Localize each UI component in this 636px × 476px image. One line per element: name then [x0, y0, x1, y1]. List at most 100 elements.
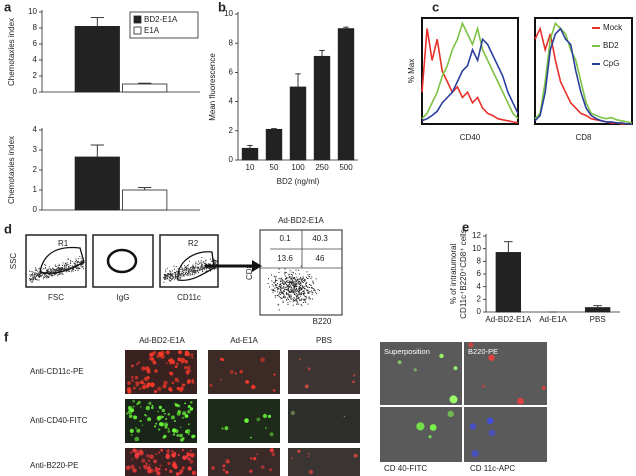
event-dot: [82, 265, 84, 267]
event-dot: [291, 273, 293, 275]
event-dot: [43, 278, 45, 280]
event-dot: [170, 272, 172, 274]
error-bar: [295, 73, 301, 87]
micrograph: [380, 407, 462, 462]
event-dot: [296, 300, 298, 302]
event-dot: [38, 279, 40, 281]
cell-spot: [290, 457, 294, 460]
event-dot: [286, 289, 288, 291]
event-dot: [289, 286, 291, 287]
event-dot: [289, 280, 291, 282]
quadrant-value: 46: [316, 254, 325, 263]
axis-label: IgG: [117, 293, 130, 302]
event-dot: [214, 262, 216, 264]
event-dot: [298, 297, 300, 299]
event-dot: [305, 283, 307, 284]
event-dot: [283, 290, 285, 292]
event-dot: [307, 289, 309, 291]
event-dot: [66, 262, 68, 264]
event-dot: [283, 295, 284, 297]
event-dot: [177, 268, 179, 270]
event-dot: [289, 281, 290, 283]
event-dot: [287, 289, 289, 291]
event-dot: [272, 290, 274, 291]
event-dot: [274, 280, 276, 282]
cell-spot: [131, 458, 134, 461]
event-dot: [59, 270, 61, 272]
cell-spot: [149, 454, 154, 460]
event-dot: [72, 268, 74, 270]
event-dot: [38, 273, 40, 275]
event-dot: [35, 272, 37, 274]
event-dot: [195, 266, 197, 268]
y-tick-label: 10: [28, 7, 37, 16]
event-dot: [294, 291, 296, 293]
event-dot: [290, 282, 292, 284]
event-dot: [279, 297, 281, 299]
event-dot: [308, 297, 310, 299]
event-dot: [299, 299, 301, 301]
event-dot: [271, 274, 272, 276]
cell-spot: [220, 378, 222, 381]
event-dot: [215, 263, 217, 265]
cell-spot: [352, 380, 355, 384]
event-dot: [36, 269, 37, 271]
cell-spot: [174, 451, 177, 455]
event-dot: [52, 270, 54, 272]
event-dot: [294, 293, 295, 295]
cell-spot: [486, 417, 494, 425]
event-dot: [301, 280, 303, 282]
event-dot: [302, 290, 304, 292]
event-dot: [300, 299, 302, 301]
cell-spot: [157, 410, 160, 413]
event-dot: [177, 271, 178, 273]
event-dot: [163, 277, 165, 278]
event-dot: [295, 284, 297, 286]
event-dot: [291, 279, 293, 281]
event-dot: [30, 275, 32, 277]
event-dot: [298, 292, 300, 294]
event-dot: [285, 286, 287, 288]
event-dot: [195, 261, 197, 263]
event-dot: [192, 265, 194, 267]
bar: [289, 86, 307, 161]
event-dot: [296, 289, 298, 290]
event-dot: [166, 278, 168, 280]
cell-spot: [428, 435, 432, 439]
event-dot: [304, 298, 306, 300]
event-dot: [284, 296, 286, 298]
cell-spot: [137, 400, 141, 405]
bar: [241, 147, 259, 161]
cell-spot: [150, 468, 155, 473]
cell-spot: [151, 404, 154, 407]
cell-spot: [134, 453, 140, 458]
event-dot: [275, 284, 277, 286]
event-dot: [278, 272, 280, 273]
event-dot: [197, 267, 199, 269]
event-dot: [299, 282, 301, 284]
event-dot: [195, 262, 197, 264]
event-dot: [294, 290, 296, 291]
event-dot: [171, 274, 173, 275]
cell-spot: [125, 465, 130, 470]
cell-spot: [158, 467, 161, 471]
event-dot: [305, 301, 307, 303]
event-dot: [53, 273, 55, 275]
error-bar: [271, 128, 277, 130]
event-dot: [296, 276, 298, 278]
event-dot: [296, 282, 298, 284]
cell-spot: [155, 422, 158, 425]
micrograph: [208, 350, 280, 394]
event-dot: [281, 279, 283, 281]
event-dot: [49, 268, 51, 270]
event-dot: [271, 284, 273, 286]
event-dot: [64, 268, 66, 270]
cell-spot: [187, 423, 190, 426]
event-dot: [56, 269, 58, 271]
event-dot: [298, 287, 300, 289]
event-dot: [50, 270, 52, 272]
event-dot: [297, 301, 299, 303]
event-dot: [181, 273, 183, 275]
event-dot: [180, 275, 182, 277]
event-dot: [296, 291, 298, 293]
